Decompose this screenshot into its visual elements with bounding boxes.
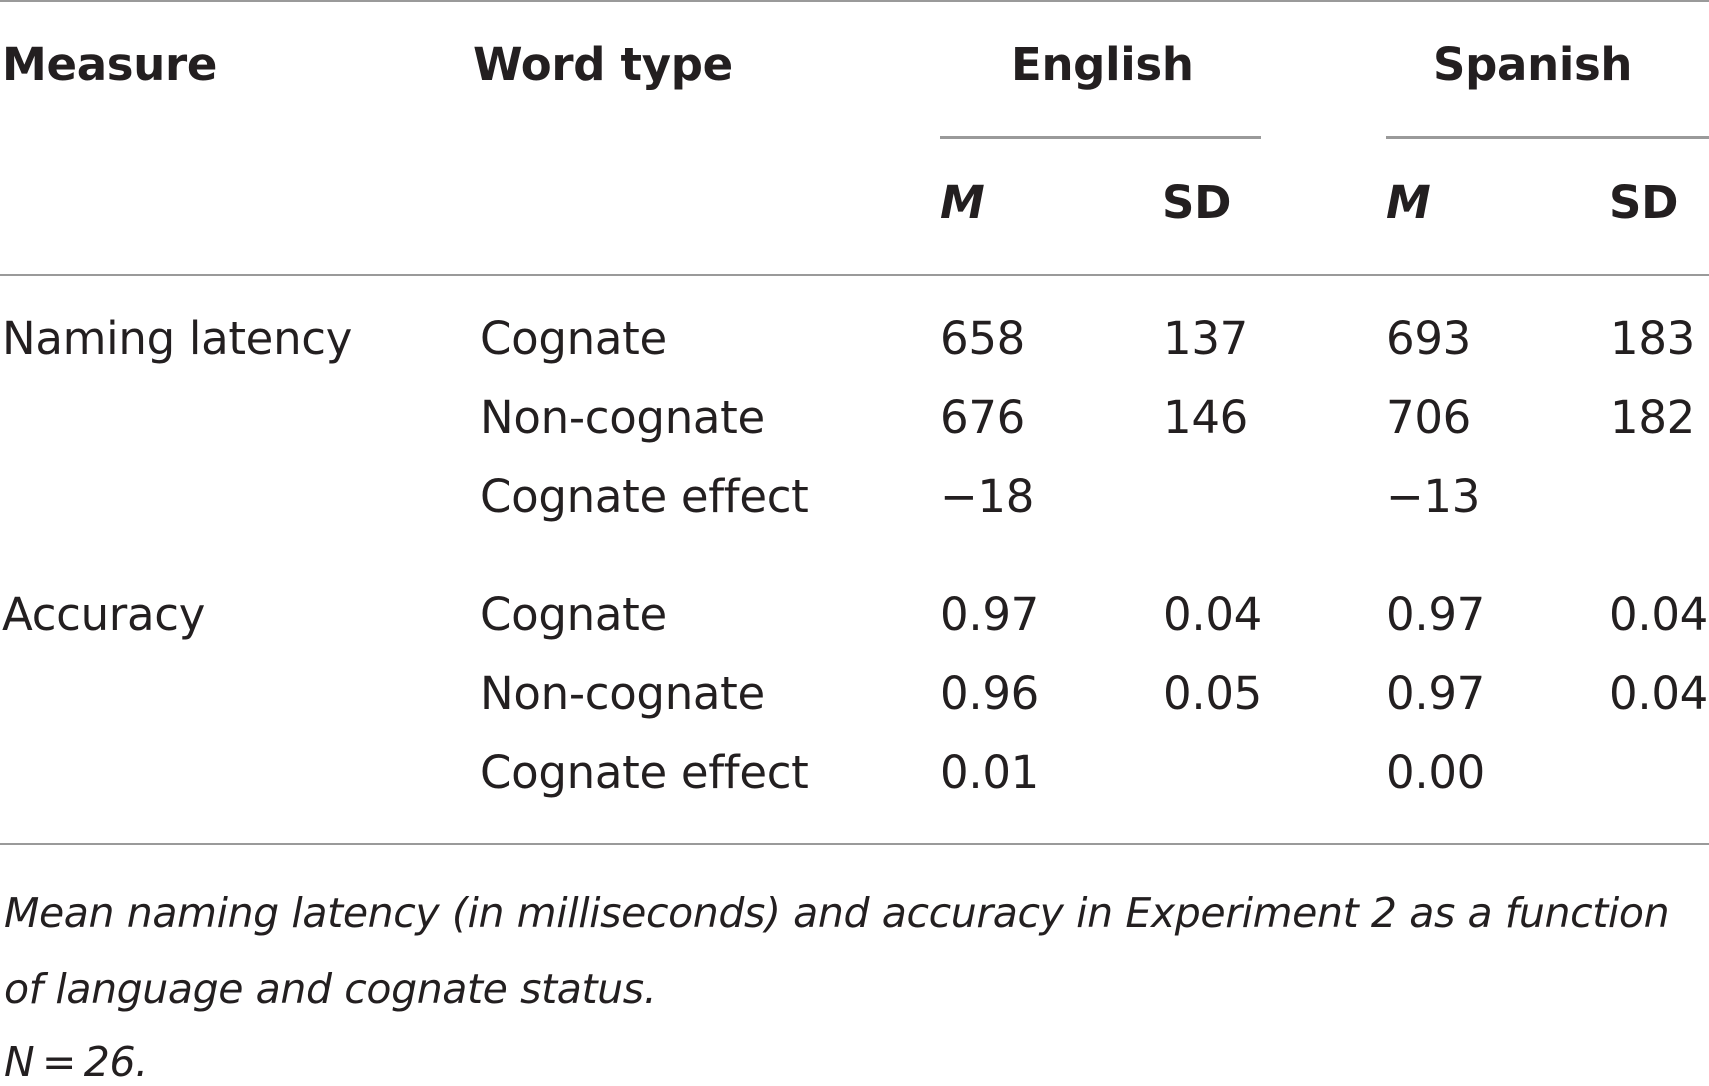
table-top-rule [0,0,1709,2]
row-spanish-sd: 0.04 [1609,667,1708,720]
header-spanish-m: M [1386,176,1431,229]
row-spanish-m: −13 [1386,470,1481,523]
table-caption-line-2: of language and cognate status. [4,965,657,1013]
row-spanish-m: 706 [1386,391,1471,444]
row-english-m: 676 [940,391,1025,444]
row-english-sd: 137 [1163,312,1248,365]
row-english-m: −18 [940,470,1035,523]
row-english-sd: 146 [1163,391,1248,444]
sample-size-note: N = 26. [4,1038,148,1086]
header-word-type: Word type [473,38,733,91]
row-word-type: Cognate [480,588,667,641]
row-english-m: 658 [940,312,1025,365]
header-english: English [1011,38,1194,91]
row-english-m: 0.01 [940,746,1039,799]
row-word-type: Cognate effect [480,746,809,799]
row-english-m: 0.97 [940,588,1039,641]
row-english-m: 0.96 [940,667,1039,720]
row-measure: Accuracy [2,588,206,641]
header-bottom-rule [0,274,1709,276]
spanish-header-underline [1386,136,1709,139]
row-word-type: Non-cognate [480,667,765,720]
header-english-m: M [940,176,985,229]
row-english-sd: 0.05 [1163,667,1262,720]
row-spanish-sd: 183 [1610,312,1695,365]
header-english-sd: SD [1162,176,1232,229]
row-spanish-m: 0.00 [1386,746,1485,799]
row-word-type: Cognate effect [480,470,809,523]
row-word-type: Cognate [480,312,667,365]
row-spanish-m: 693 [1386,312,1471,365]
row-spanish-sd: 182 [1610,391,1695,444]
table-bottom-rule [0,843,1709,845]
row-spanish-sd: 0.04 [1609,588,1708,641]
header-spanish: Spanish [1433,38,1633,91]
english-header-underline [940,136,1261,139]
row-spanish-m: 0.97 [1386,588,1485,641]
row-spanish-m: 0.97 [1386,667,1485,720]
row-measure: Naming latency [2,312,353,365]
header-spanish-sd: SD [1609,176,1679,229]
row-english-sd: 0.04 [1163,588,1262,641]
row-word-type: Non-cognate [480,391,765,444]
table-caption-line-1: Mean naming latency (in milliseconds) an… [4,889,1670,937]
header-measure: Measure [2,38,218,91]
